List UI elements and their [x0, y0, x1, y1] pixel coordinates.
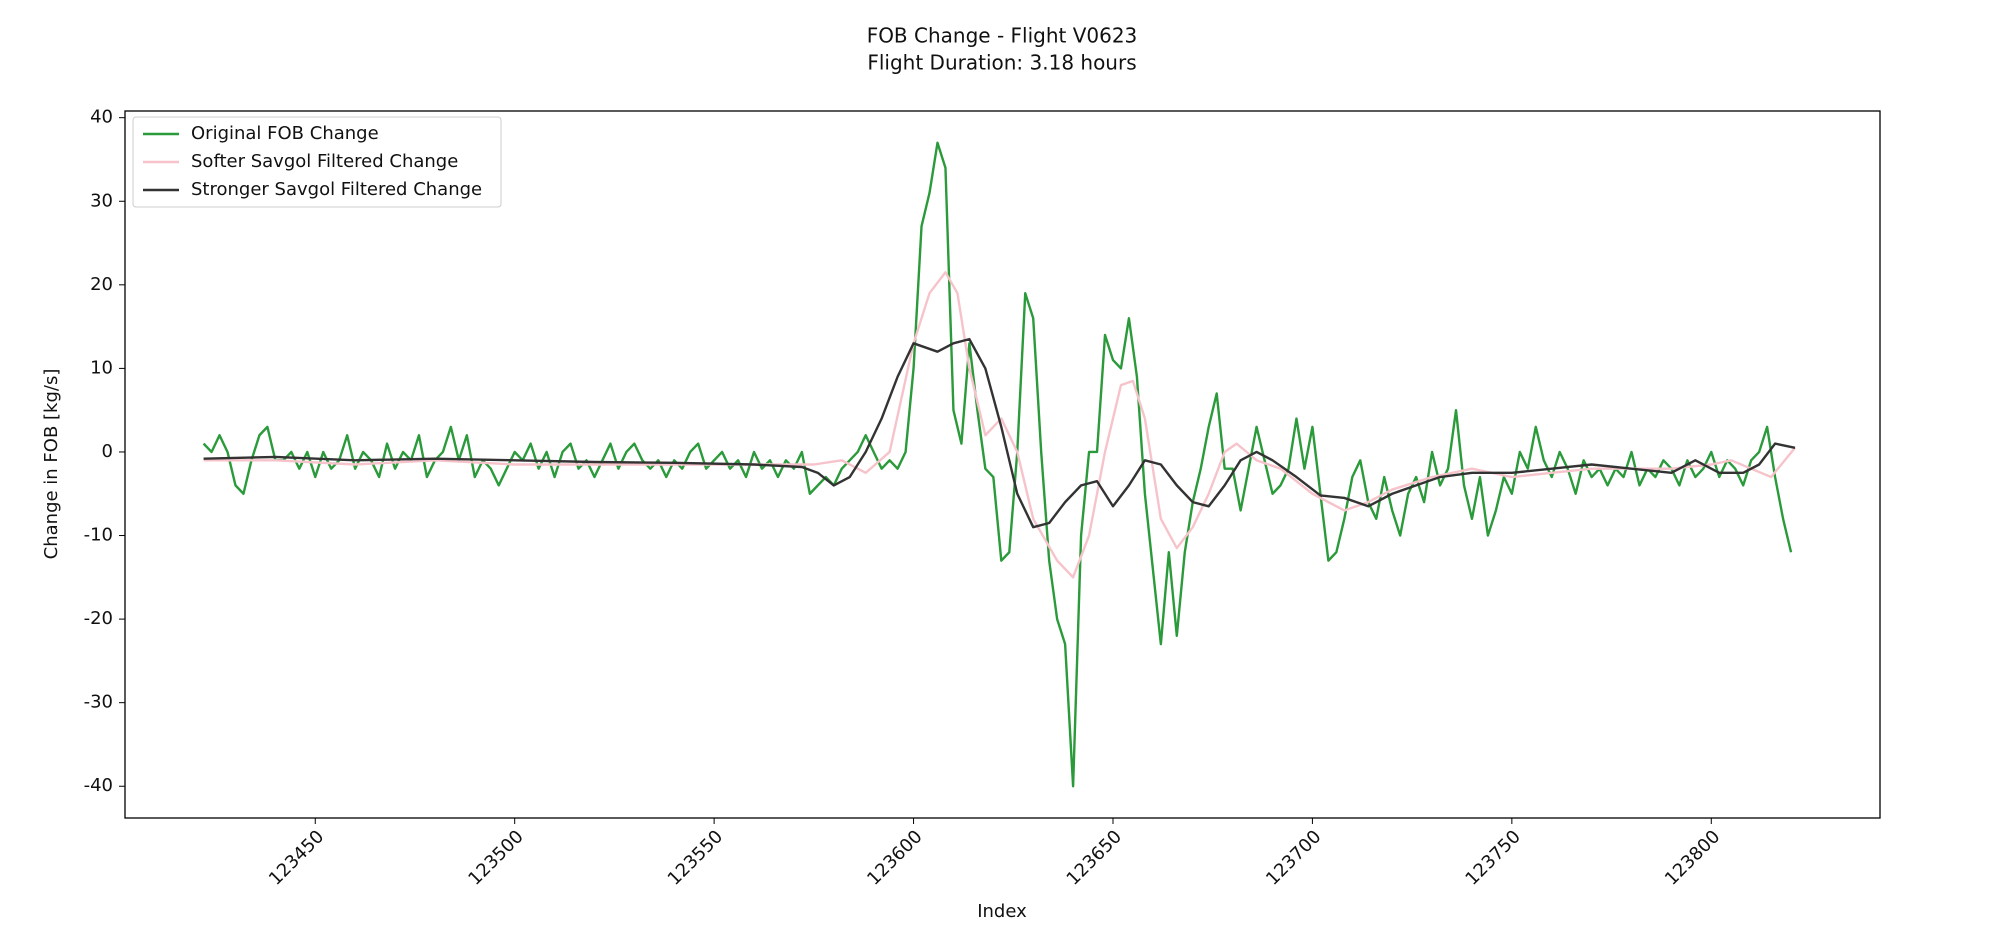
y-tick-label: 10: [90, 357, 113, 378]
y-tick-label: 0: [102, 441, 113, 462]
legend-label: Stronger Savgol Filtered Change: [191, 179, 482, 200]
y-tick-label: -20: [84, 608, 113, 629]
legend-label: Softer Savgol Filtered Change: [191, 151, 458, 172]
x-tick-label: 123600: [863, 826, 926, 889]
y-axis-label: Change in FOB [kg/s]: [41, 369, 62, 560]
x-tick-label: 123700: [1262, 826, 1325, 889]
chart-subtitle: Flight Duration: 3.18 hours: [867, 51, 1136, 75]
y-tick-label: 20: [90, 274, 113, 295]
series-line: [203, 337, 1796, 529]
series-line: [202, 141, 1793, 788]
y-tick-label: -30: [84, 692, 113, 713]
legend-box: [132, 116, 502, 208]
y-tick-label: -10: [84, 525, 113, 546]
x-tick-label: 123650: [1063, 826, 1126, 889]
x-tick-label: 123750: [1461, 826, 1524, 889]
y-tick-label: 30: [90, 190, 113, 211]
x-tick-label: 123450: [265, 826, 328, 889]
x-axis-label: Index: [977, 901, 1027, 922]
plot-frame: [124, 110, 1881, 819]
x-tick-label: 123800: [1661, 826, 1724, 889]
y-tick-label: -40: [84, 775, 113, 796]
chart-title: FOB Change - Flight V0623: [867, 24, 1138, 48]
x-tick-label: 123500: [464, 826, 527, 889]
series-line: [203, 271, 1796, 579]
legend-label: Original FOB Change: [191, 123, 379, 144]
x-tick-label: 123550: [664, 826, 727, 889]
y-tick-label: 40: [90, 107, 113, 128]
